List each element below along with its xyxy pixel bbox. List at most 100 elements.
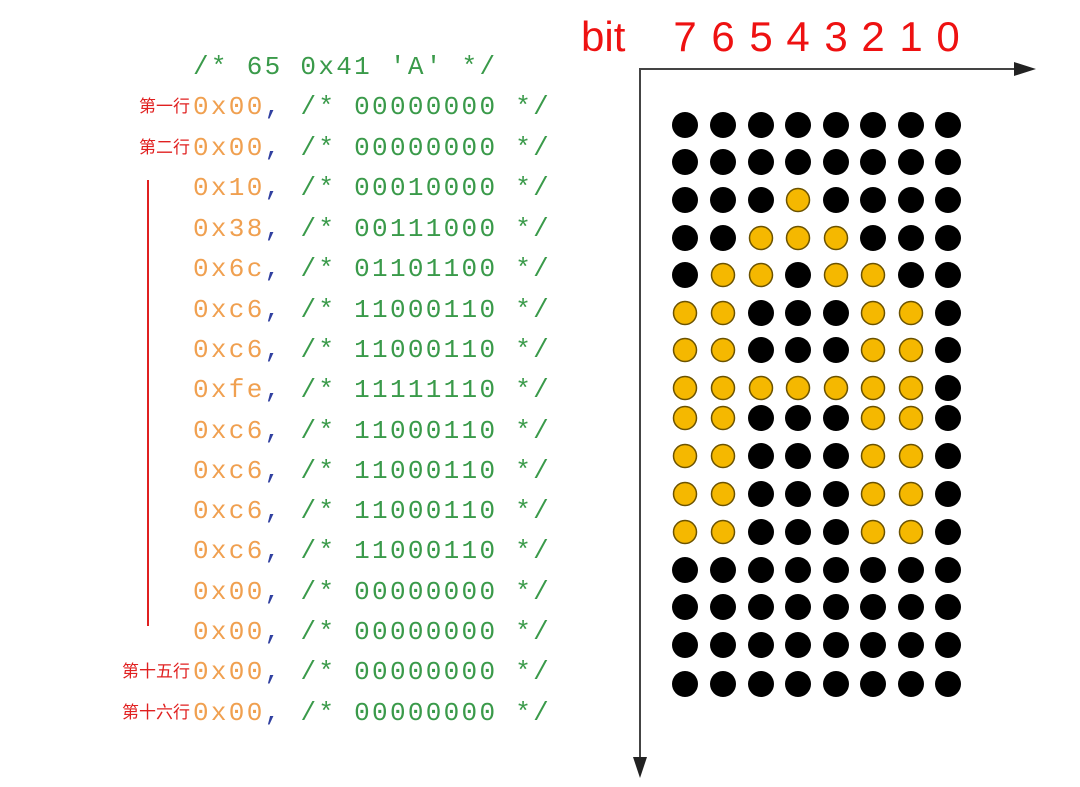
dot-off	[672, 632, 698, 658]
dot-on	[898, 481, 924, 507]
dot-off	[898, 149, 924, 175]
row-range-bracket	[147, 180, 149, 626]
dot-off	[935, 225, 961, 251]
dot-off	[785, 632, 811, 658]
dot-off	[898, 262, 924, 288]
code-line: 0xc6, /* 11000110 */	[193, 536, 551, 566]
dot-off	[672, 557, 698, 583]
dot-on	[860, 443, 886, 469]
code-line: 0xc6, /* 11000110 */	[193, 335, 551, 365]
comma: ,	[264, 133, 283, 163]
dot-off	[935, 443, 961, 469]
x-axis-arrow-icon	[1014, 62, 1036, 76]
dot-off	[748, 405, 774, 431]
dot-off	[898, 187, 924, 213]
dot-off	[823, 557, 849, 583]
dot-off	[935, 187, 961, 213]
dot-off	[785, 594, 811, 620]
dot-off	[748, 671, 774, 697]
dot-off	[785, 443, 811, 469]
dot-on	[898, 337, 924, 363]
binary-comment: /* 00000000 */	[300, 657, 552, 687]
dot-off	[710, 671, 736, 697]
comma: ,	[264, 295, 283, 325]
binary-comment: /* 11000110 */	[300, 496, 552, 526]
dot-on	[898, 405, 924, 431]
dot-on	[748, 225, 774, 251]
dot-off	[672, 187, 698, 213]
hex-value: 0x10	[193, 173, 265, 203]
dot-off	[860, 594, 886, 620]
code-line: 0xc6, /* 11000110 */	[193, 295, 551, 325]
hex-value: 0x00	[193, 657, 265, 687]
hex-value: 0xc6	[193, 496, 265, 526]
binary-comment: /* 11000110 */	[300, 536, 552, 566]
comma: ,	[264, 416, 283, 446]
dot-on	[748, 262, 774, 288]
dot-off	[823, 594, 849, 620]
comma: ,	[264, 536, 283, 566]
hex-value: 0x38	[193, 214, 265, 244]
hex-value: 0x00	[193, 133, 265, 163]
dot-off	[898, 112, 924, 138]
dot-on	[898, 300, 924, 326]
dot-on	[710, 519, 736, 545]
dot-off	[860, 112, 886, 138]
dot-off	[823, 112, 849, 138]
hex-value: 0x6c	[193, 254, 265, 284]
dot-off	[823, 405, 849, 431]
dot-off	[935, 594, 961, 620]
dot-on	[860, 405, 886, 431]
dot-on	[672, 375, 698, 401]
dot-on	[860, 300, 886, 326]
dot-off	[785, 149, 811, 175]
dot-on	[860, 481, 886, 507]
dot-on	[710, 405, 736, 431]
hex-value: 0xc6	[193, 536, 265, 566]
bit-number: 1	[899, 13, 923, 60]
dot-off	[672, 594, 698, 620]
bit-number: 3	[824, 13, 848, 60]
dot-off	[898, 557, 924, 583]
dot-on	[860, 337, 886, 363]
dot-off	[823, 337, 849, 363]
binary-comment: /* 00000000 */	[300, 698, 552, 728]
dot-off	[898, 594, 924, 620]
dot-off	[935, 557, 961, 583]
dot-off	[672, 149, 698, 175]
code-line: 0x00, /* 00000000 */	[193, 133, 551, 163]
row-label: 第二行	[139, 138, 190, 157]
dot-off	[785, 519, 811, 545]
dot-off	[748, 187, 774, 213]
dot-on	[860, 375, 886, 401]
dot-on	[785, 225, 811, 251]
comma: ,	[264, 335, 283, 365]
dot-off	[823, 300, 849, 326]
hex-value: 0x00	[193, 698, 265, 728]
binary-comment: /* 11000110 */	[300, 295, 552, 325]
bit-number: 5	[749, 13, 773, 60]
dot-off	[785, 671, 811, 697]
code-line: 0x00, /* 00000000 */	[193, 657, 551, 687]
dot-on	[860, 262, 886, 288]
dot-on	[672, 443, 698, 469]
dot-off	[935, 519, 961, 545]
dot-off	[935, 112, 961, 138]
dot-off	[672, 112, 698, 138]
dot-off	[672, 262, 698, 288]
dot-off	[898, 632, 924, 658]
comma: ,	[264, 254, 283, 284]
y-axis-arrow-icon	[633, 757, 647, 778]
dot-off	[935, 149, 961, 175]
dot-off	[823, 481, 849, 507]
dot-off	[785, 557, 811, 583]
dot-on	[710, 337, 736, 363]
hex-value: 0xc6	[193, 456, 265, 486]
code-line: 0xc6, /* 11000110 */	[193, 416, 551, 446]
comma: ,	[264, 577, 283, 607]
dot-off	[748, 481, 774, 507]
dot-off	[710, 632, 736, 658]
binary-comment: /* 00000000 */	[300, 92, 552, 122]
dot-on	[823, 375, 849, 401]
